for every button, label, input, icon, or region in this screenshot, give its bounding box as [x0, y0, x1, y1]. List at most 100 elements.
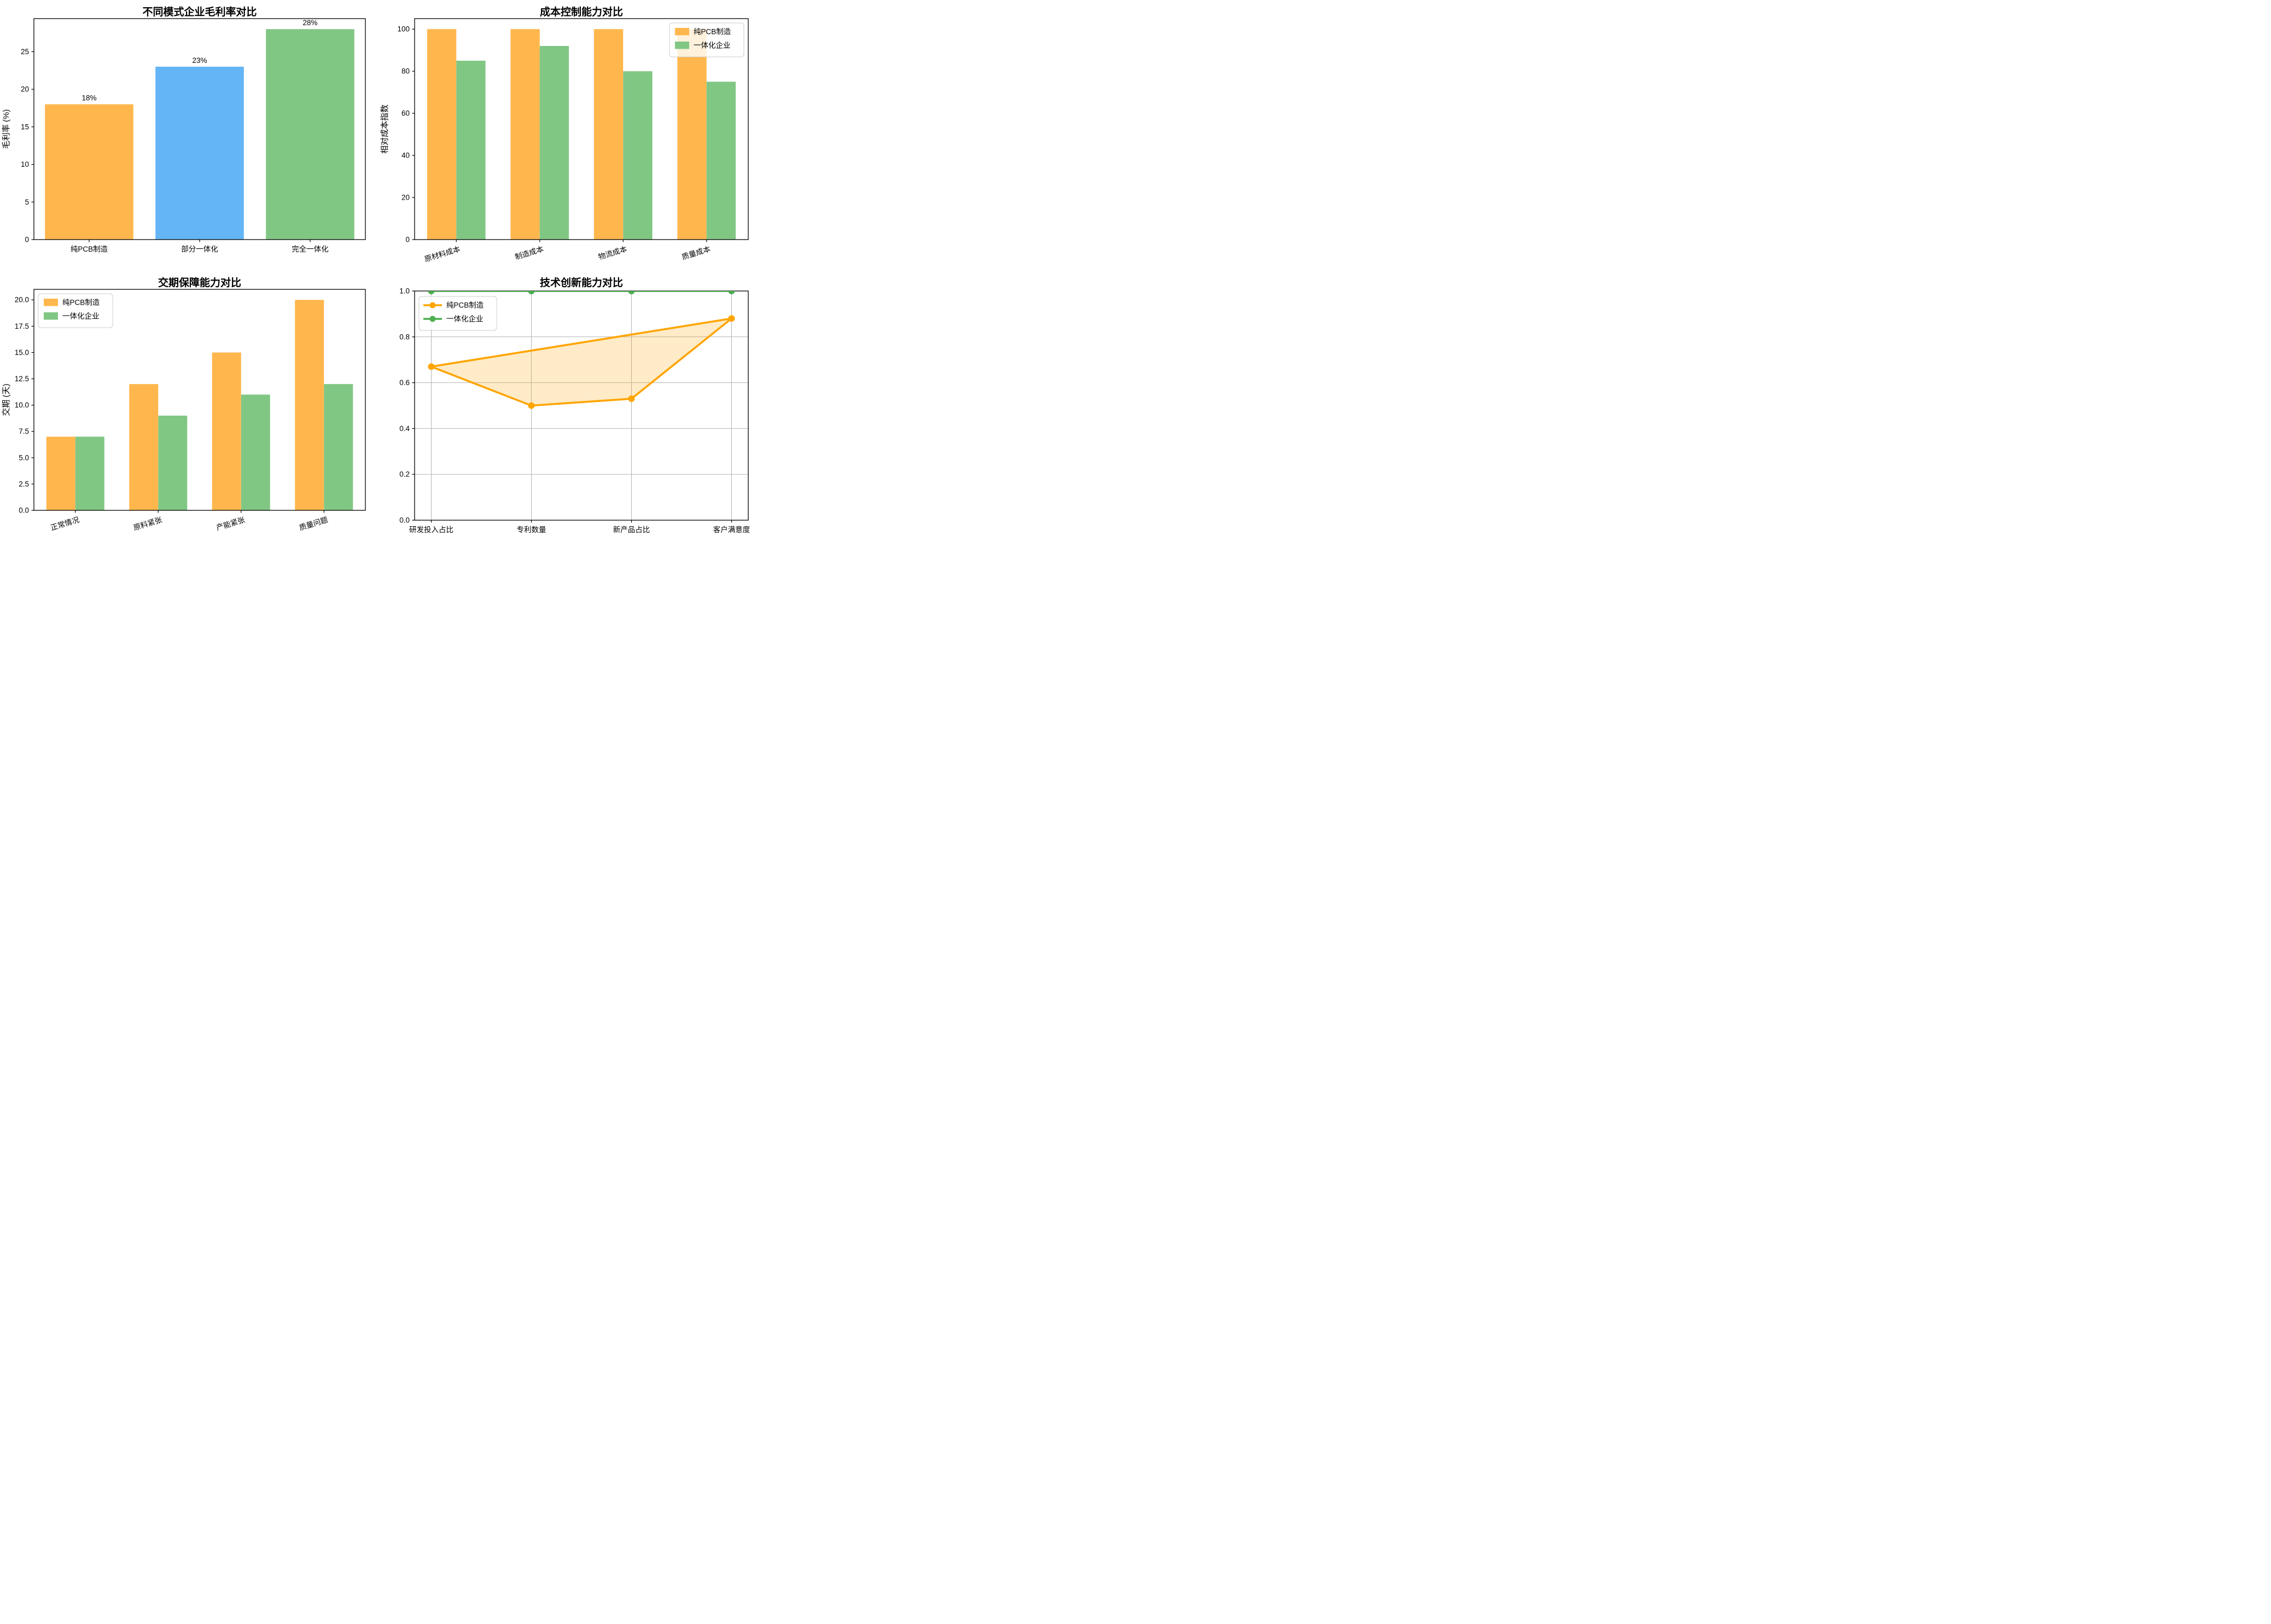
- legend-label: 纯PCB制造: [446, 301, 484, 310]
- legend-label: 纯PCB制造: [694, 28, 731, 36]
- y-tick-label: 0: [405, 236, 410, 244]
- gross-margin-chart-title: 不同模式企业毛利率对比: [142, 7, 257, 18]
- data-point: [628, 395, 635, 402]
- axes-spines: [414, 18, 749, 240]
- y-tick-label: 5.0: [19, 453, 29, 462]
- y-tick-label: 17.5: [15, 322, 29, 330]
- x-tick-label: 研发投入占比: [409, 526, 453, 534]
- value-label: 18%: [81, 94, 96, 102]
- legend-label: 一体化企业: [62, 312, 100, 321]
- x-tick-label: 质量问题: [298, 516, 329, 532]
- cost-control-chart: 成本控制能力对比 0 20 40 60 80 100 原材料成本 制造成本 物流成本 质量成本 相对…: [378, 0, 757, 271]
- delivery-chart: 交期保障能力对比 0.0 2.5 5.0 7.5 10.0 12.5 15.0 17.5 20.…: [0, 271, 378, 542]
- y-tick-label: 60: [401, 109, 410, 118]
- y-tick-label: 10: [21, 160, 29, 168]
- x-tick-label: 客户满意度: [713, 525, 750, 534]
- bar: [510, 29, 540, 240]
- legend-swatch: [44, 312, 58, 320]
- legend-label: 一体化企业: [446, 315, 484, 323]
- x-tick-label: 正常情况: [50, 515, 81, 532]
- y-tick-label: 0.4: [399, 424, 410, 433]
- x-tick-label: 原料紧张: [132, 515, 164, 532]
- delivery-chart-title: 交期保障能力对比: [158, 277, 241, 289]
- y-tick-label: 20.0: [15, 296, 29, 304]
- bar: [212, 352, 241, 510]
- bar: [427, 29, 457, 240]
- innovation-chart-canvas: 0.0 0.2 0.4 0.6 0.8 1.0 研发投入占比 专利数量 新产品占比 客户满意度 纯P…: [399, 287, 750, 534]
- bar: [158, 415, 188, 510]
- legend-label: 一体化企业: [694, 41, 731, 50]
- x-tick-label: 部分一体化: [181, 245, 218, 253]
- y-tick-label: 12.5: [15, 375, 29, 383]
- cost-control-chart-canvas: 0 20 40 60 80 100 原材料成本 制造成本 物流成本 质量成本 相对成本指数 纯PCB制…: [380, 18, 749, 264]
- x-tick-label: 物流成本: [597, 245, 628, 261]
- gross-margin-chart-canvas: 0 5 10 15 20 25 纯PCB制造 部分一体化 完全一体化 18% 23% 28% 毛利率 (…: [2, 18, 366, 253]
- data-point: [528, 291, 535, 294]
- y-axis-label: 毛利率 (%): [2, 109, 11, 149]
- data-point: [728, 315, 735, 322]
- y-tick-label: 15.0: [15, 348, 29, 357]
- y-tick-label: 0.2: [399, 470, 410, 479]
- y-tick-label: 5: [25, 198, 29, 206]
- bar: [241, 394, 270, 510]
- x-tick-label: 原材料成本: [423, 245, 461, 263]
- legend-swatch: [675, 28, 689, 36]
- y-tick-label: 0.6: [399, 379, 410, 387]
- y-tick-label: 0: [25, 236, 29, 244]
- plot-area: [428, 291, 735, 409]
- y-tick-label: 10.0: [15, 401, 29, 409]
- cost-control-chart-title: 成本控制能力对比: [539, 7, 623, 18]
- y-tick-label: 0.8: [399, 333, 410, 341]
- y-tick-label: 0.0: [399, 516, 410, 525]
- x-tick-label: 完全一体化: [292, 245, 329, 253]
- data-point: [428, 363, 435, 370]
- axes-spines: [33, 289, 366, 511]
- y-tick-label: 20: [21, 85, 29, 94]
- x-tick-label: 专利数量: [517, 526, 546, 534]
- bar: [129, 384, 159, 510]
- bar: [75, 436, 104, 510]
- y-tick-label: 1.0: [399, 287, 410, 295]
- bar: [266, 29, 354, 240]
- legend-marker: [429, 316, 436, 322]
- legend-label: 纯PCB制造: [62, 299, 100, 307]
- bar: [539, 46, 569, 240]
- bar: [295, 300, 324, 510]
- x-tick-label: 纯PCB制造: [71, 245, 108, 253]
- bar: [45, 104, 133, 240]
- data-line: [430, 317, 733, 407]
- bar: [46, 436, 75, 510]
- x-tick-label: 质量成本: [681, 245, 712, 261]
- data-point: [528, 402, 535, 409]
- data-point: [628, 291, 635, 294]
- bar: [324, 384, 353, 510]
- innovation-chart: 技术创新能力对比 0.0 0.2 0.4 0.6 0.8 1.0 研发投入占比 专利数量 新产品…: [378, 271, 757, 542]
- bar: [677, 29, 707, 240]
- legend-swatch: [675, 42, 689, 49]
- y-axis-label: 交期 (天): [1, 383, 11, 416]
- value-label: 23%: [192, 56, 207, 65]
- data-point: [428, 291, 435, 294]
- legend-swatch: [44, 299, 58, 306]
- bar: [593, 29, 624, 240]
- y-tick-label: 0.0: [19, 507, 29, 515]
- y-axis-label: 相对成本指数: [380, 104, 389, 154]
- x-tick-label: 新产品占比: [613, 526, 650, 534]
- value-label: 28%: [302, 19, 317, 27]
- gross-margin-chart: 不同模式企业毛利率对比 0 5 10 15 20 25 纯PCB制造 部分一体化 完全一体化 18…: [0, 0, 378, 271]
- y-tick-label: 40: [401, 152, 410, 160]
- innovation-chart-title: 技术创新能力对比: [539, 277, 623, 289]
- figure-canvas: 不同模式企业毛利率对比 0 5 10 15 20 25 纯PCB制造 部分一体化 完全一体化 18…: [0, 0, 757, 542]
- y-tick-label: 15: [21, 123, 29, 131]
- y-tick-label: 7.5: [19, 427, 29, 435]
- y-tick-label: 80: [401, 67, 410, 75]
- bar: [623, 71, 653, 240]
- bar: [706, 82, 736, 240]
- bar: [155, 66, 244, 240]
- x-tick-label: 制造成本: [514, 245, 545, 261]
- bar: [456, 60, 486, 240]
- y-tick-label: 25: [21, 48, 29, 56]
